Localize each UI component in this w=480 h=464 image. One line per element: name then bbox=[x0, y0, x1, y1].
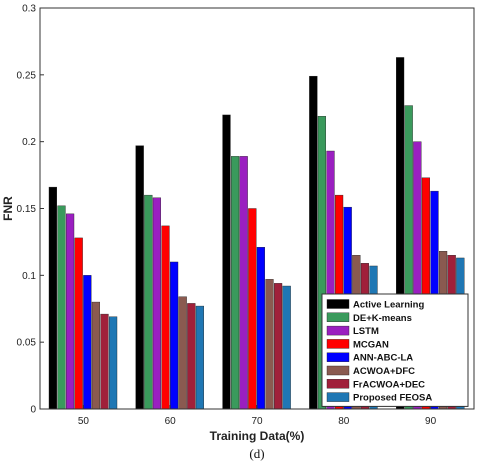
y-tick-label: 0.15 bbox=[17, 204, 37, 215]
legend-swatch bbox=[326, 392, 350, 402]
y-tick-label: 0.2 bbox=[22, 137, 36, 148]
y-tick-label: 0.05 bbox=[17, 338, 37, 349]
legend: Active Learning DE+K-means LSTM MCGAN ANN-AB… bbox=[321, 293, 469, 407]
y-tick-label: 0.1 bbox=[22, 271, 36, 282]
bar bbox=[74, 237, 83, 410]
bar bbox=[83, 275, 92, 410]
x-tick-label: 60 bbox=[165, 416, 177, 427]
legend-label: ANN-ABC-LA bbox=[353, 353, 413, 364]
figure-caption: (d) bbox=[249, 446, 264, 461]
legend-label: MCGAN bbox=[353, 339, 389, 350]
bar bbox=[230, 156, 240, 410]
bar bbox=[256, 247, 266, 410]
legend-label: LSTM bbox=[353, 326, 379, 337]
bar bbox=[135, 145, 144, 410]
bar bbox=[239, 156, 248, 410]
bar bbox=[65, 213, 75, 410]
x-tick-label: 90 bbox=[425, 416, 437, 427]
bar bbox=[187, 303, 196, 410]
bar bbox=[152, 197, 162, 410]
bar bbox=[178, 296, 187, 410]
y-tick-label: 0.3 bbox=[22, 4, 36, 15]
bar bbox=[91, 301, 101, 410]
legend-label: DE+K-means bbox=[353, 313, 412, 324]
legend-label: Proposed FEOSA bbox=[353, 393, 432, 404]
y-tick-label: 0.25 bbox=[17, 70, 37, 81]
legend-label: ACWOA+DFC bbox=[353, 366, 415, 377]
legend-label: Active Learning bbox=[353, 300, 424, 311]
legend-swatch bbox=[326, 339, 350, 349]
x-tick-label: 80 bbox=[338, 416, 350, 427]
legend-swatch bbox=[326, 365, 350, 376]
y-axis-title: FNR bbox=[1, 196, 15, 221]
bar bbox=[100, 313, 109, 410]
legend-swatch bbox=[326, 379, 350, 389]
legend-swatch bbox=[326, 352, 350, 362]
x-axis: 50 60 70 80 90 bbox=[78, 405, 437, 427]
x-axis-title: Training Data(%) bbox=[210, 429, 305, 443]
bar bbox=[57, 205, 66, 410]
legend-swatch bbox=[326, 299, 350, 309]
y-axis: 0 0.05 0.1 0.15 0.2 0.25 0.3 bbox=[17, 4, 44, 416]
bar bbox=[169, 261, 179, 410]
bar bbox=[309, 75, 318, 410]
bar bbox=[248, 208, 257, 410]
bar bbox=[48, 186, 58, 410]
legend-swatch bbox=[326, 312, 350, 322]
bar bbox=[161, 225, 170, 410]
bar bbox=[108, 316, 118, 410]
bar bbox=[282, 285, 291, 410]
legend-swatch bbox=[326, 325, 350, 336]
bar bbox=[195, 305, 205, 410]
legend-label: FrACWOA+DEC bbox=[353, 379, 425, 390]
bar bbox=[274, 283, 283, 410]
bar bbox=[144, 194, 153, 410]
plot-frame bbox=[39, 7, 475, 410]
bar bbox=[265, 279, 274, 410]
x-tick-label: 50 bbox=[78, 416, 90, 427]
x-tick-label: 70 bbox=[251, 416, 263, 427]
bar bbox=[222, 114, 231, 410]
y-tick-label: 0 bbox=[30, 405, 36, 416]
